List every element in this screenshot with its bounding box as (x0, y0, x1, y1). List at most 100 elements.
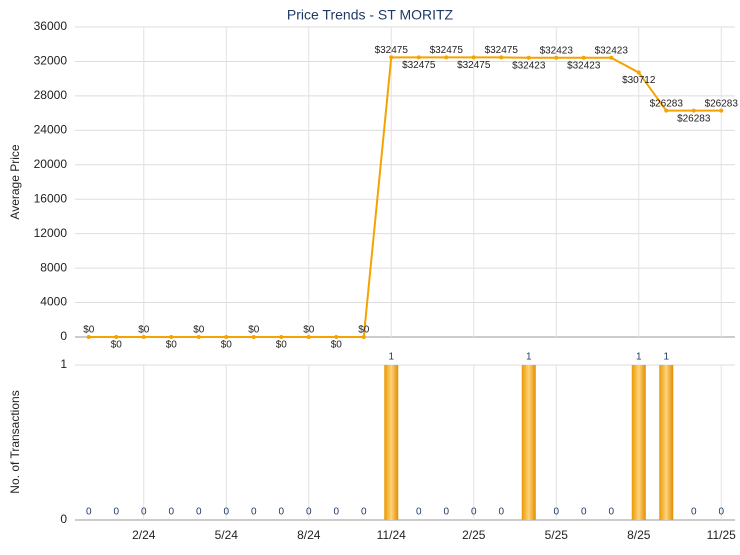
point (664, 108, 669, 113)
y-tick-label: 8000 (40, 260, 67, 274)
y-axis-label: No. of Transactions (8, 390, 22, 493)
data-label: $0 (331, 340, 343, 351)
x-tick-label: 2/25 (462, 528, 486, 542)
data-label: $0 (276, 340, 288, 351)
data-label: 0 (333, 507, 339, 518)
data-label: 0 (608, 507, 614, 518)
point (719, 108, 724, 113)
x-tick-label: 11/25 (707, 528, 736, 542)
data-label: 0 (306, 507, 312, 518)
point (279, 335, 284, 339)
data-label: 0 (581, 507, 587, 518)
y-tick-label: 1 (60, 357, 67, 371)
y-axis-label: Average Price (8, 144, 22, 219)
chart-title: Price Trends - ST MORITZ (287, 7, 454, 23)
point (196, 335, 201, 339)
y-tick-label: 24000 (34, 123, 68, 137)
y-tick-label: 0 (60, 512, 67, 526)
point (169, 335, 174, 339)
data-label: $26283 (650, 98, 684, 109)
bar (631, 365, 646, 520)
point (114, 335, 119, 339)
data-label: 0 (278, 507, 284, 518)
data-label: $32475 (485, 45, 519, 56)
bar (659, 365, 674, 520)
data-label: 0 (223, 507, 229, 518)
x-tick-label: 5/24 (215, 528, 239, 542)
point (361, 335, 366, 339)
data-label: $0 (166, 340, 178, 351)
y-tick-label: 4000 (40, 295, 67, 309)
data-label: $32475 (430, 45, 464, 56)
data-label: $0 (221, 340, 233, 351)
data-label: 1 (526, 352, 532, 363)
y-tick-label: 20000 (34, 157, 68, 171)
x-tick-label: 11/24 (377, 528, 406, 542)
data-label: 0 (553, 507, 559, 518)
y-tick-label: 12000 (34, 226, 68, 240)
data-label: $30712 (622, 75, 656, 86)
x-tick-label: 8/24 (297, 528, 321, 542)
data-label: 0 (498, 507, 504, 518)
data-label: 0 (86, 507, 92, 518)
data-label: $32475 (457, 60, 491, 71)
y-tick-label: 16000 (34, 191, 68, 205)
data-label: 0 (196, 507, 202, 518)
point (141, 335, 146, 339)
point (224, 335, 229, 339)
x-tick-label: 8/25 (627, 528, 651, 542)
data-label: $32423 (512, 60, 546, 71)
y-tick-label: 28000 (34, 88, 68, 102)
data-label: $32475 (375, 45, 409, 56)
point (471, 55, 476, 60)
data-label: 0 (691, 507, 697, 518)
point (334, 335, 339, 339)
data-label: 0 (113, 507, 119, 518)
point (499, 55, 504, 60)
point (526, 55, 531, 60)
y-tick-label: 36000 (34, 19, 68, 33)
bar (384, 365, 399, 520)
point (444, 55, 449, 60)
data-label: $32475 (402, 60, 436, 71)
data-label: 0 (443, 507, 449, 518)
data-label: $0 (193, 325, 205, 336)
x-tick-label: 2/24 (132, 528, 156, 542)
point (609, 55, 614, 60)
data-label: 0 (141, 507, 147, 518)
data-label: $26283 (677, 113, 711, 124)
point (306, 335, 311, 339)
data-label: 1 (663, 352, 669, 363)
data-label: $0 (83, 325, 95, 336)
data-label: 0 (168, 507, 174, 518)
point (251, 335, 256, 339)
data-label: 1 (388, 352, 394, 363)
data-label: 0 (251, 507, 257, 518)
y-tick-label: 32000 (34, 54, 68, 68)
point (581, 55, 586, 60)
data-label: 0 (416, 507, 422, 518)
price-line (88, 56, 722, 338)
data-label: $26283 (705, 98, 739, 109)
data-label: $0 (358, 325, 370, 336)
point (636, 70, 641, 75)
bar (521, 365, 536, 520)
point (86, 335, 91, 339)
data-label: 0 (471, 507, 477, 518)
y-tick-label: 0 (60, 329, 67, 343)
point (416, 55, 421, 60)
data-label: $0 (303, 325, 315, 336)
data-label: 1 (636, 352, 642, 363)
point (691, 108, 696, 113)
point (389, 55, 394, 60)
data-label: 0 (361, 507, 367, 518)
point (554, 55, 559, 60)
data-label: $0 (138, 325, 150, 336)
x-tick-label: 5/25 (545, 528, 569, 542)
data-label: $0 (111, 340, 123, 351)
data-label: $32423 (595, 45, 629, 56)
data-label: $32423 (540, 45, 574, 56)
data-label: 0 (718, 507, 724, 518)
